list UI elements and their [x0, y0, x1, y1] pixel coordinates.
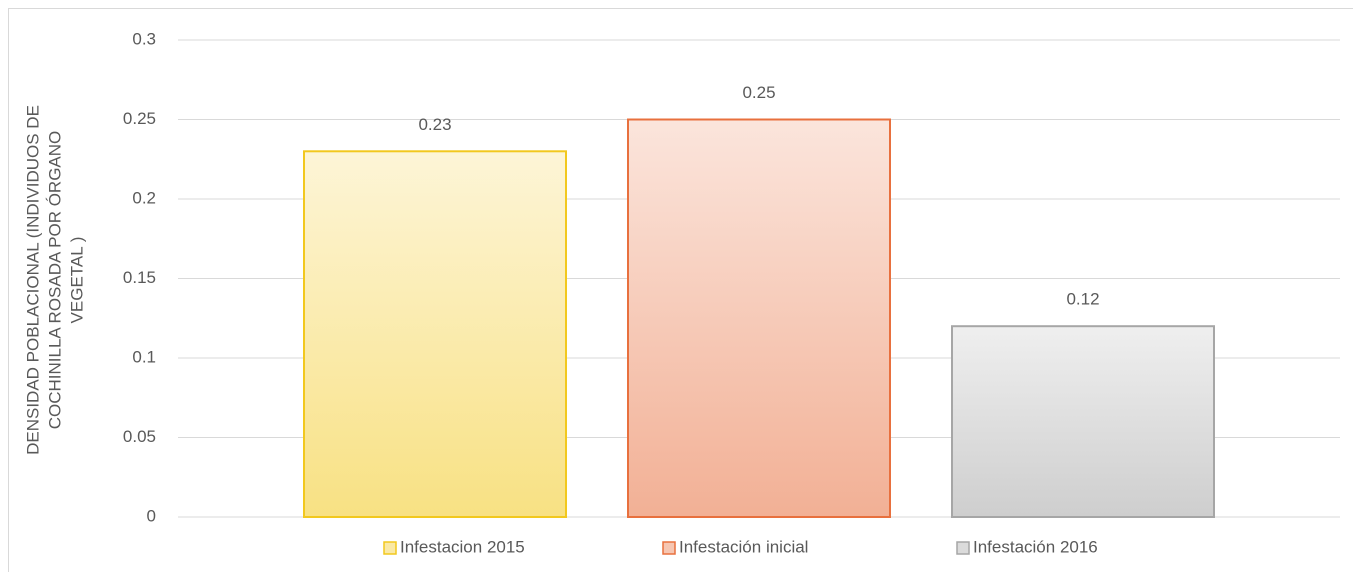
y-tick-label: 0.05 — [123, 427, 156, 446]
y-tick-label: 0.15 — [123, 268, 156, 287]
y-tick-label: 0.2 — [132, 188, 156, 207]
y-tick-label: 0.25 — [123, 109, 156, 128]
y-axis-label-line: VEGETAL ) — [67, 237, 86, 324]
legend-swatch — [383, 541, 397, 555]
data-label: 0.23 — [418, 115, 451, 134]
y-tick-label: 0.1 — [132, 347, 156, 366]
y-tick-label: 0.3 — [132, 29, 156, 48]
y-tick-label: 0 — [147, 506, 156, 525]
bar — [951, 325, 1215, 519]
y-axis-label-line: DENSIDAD POBLACIONAL (INDIVIDUOS DE — [23, 105, 42, 455]
data-label: 0.25 — [742, 83, 775, 102]
legend-label: Infestación 2016 — [973, 537, 1098, 556]
legend-swatch — [662, 541, 676, 555]
y-axis-label: DENSIDAD POBLACIONAL (INDIVIDUOS DE COCHI… — [23, 105, 86, 455]
y-axis-label-line: COCHINILLA ROSADA POR ÓRGANO — [45, 131, 64, 430]
chart-border — [8, 8, 1353, 572]
data-label: 0.12 — [1066, 290, 1099, 309]
legend-label: Infestación inicial — [679, 537, 808, 556]
bar — [303, 150, 567, 519]
legend-swatch — [956, 541, 970, 555]
bar — [627, 118, 891, 518]
legend-label: Infestacion 2015 — [400, 537, 525, 556]
